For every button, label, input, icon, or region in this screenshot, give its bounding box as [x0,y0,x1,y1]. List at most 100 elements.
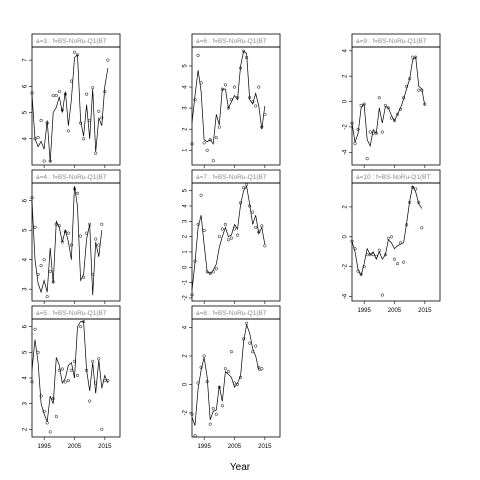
strip-label: a=9 : f=BS-NoRu-Q1(BT [356,38,427,45]
data-point [362,265,366,269]
y-tick-label: 2 [183,354,189,358]
strip-label: a=8 : f=BS-NoRu-Q1(BT [196,310,267,317]
panel-3: a=9 : f=BS-NoRu-Q1(BT -4 -2 0 2 4 [343,33,441,168]
data-point [36,135,40,140]
data-point [57,368,61,372]
panel-7: a=5 : f=BS-NoRu-Q1(BT 2 3 4 5 6 1995 2005 2015 [23,305,121,450]
data-point [33,225,37,229]
data-point [63,230,67,234]
data-point [66,379,70,383]
data-point [72,187,77,191]
data-point [82,275,86,279]
y-tick-label: 6 [23,324,29,328]
data-point [208,422,212,426]
data-point [45,295,49,299]
y-tick-label: 6 [23,84,29,88]
series-line [191,323,262,426]
y-tick-label: 7 [23,58,29,62]
data-point [365,157,369,161]
series-line [31,321,109,422]
data-point [60,108,64,112]
series-line [191,50,266,145]
y-tick-label: 0 [343,234,349,238]
series-line [351,56,426,148]
data-point [48,269,52,274]
x-tick-label: 2015 [418,308,432,314]
data-point [205,148,209,152]
panel-frame [191,182,281,302]
x-tick-label: 2005 [68,444,82,450]
data-point [353,247,357,251]
data-point [202,141,206,145]
data-point [36,272,40,277]
data-point [60,240,64,244]
data-point [257,85,261,89]
data-point [257,230,261,234]
data-point [377,248,381,252]
data-point [66,129,70,133]
panel-8: a=8 : f=BS-NoRu-Q1(BT -2 0 2 4 1995 2005 2015 [183,305,281,450]
data-point [232,227,237,231]
panel-frame [31,182,121,302]
data-point [423,102,427,106]
y-tick-label: 5 [23,228,29,232]
data-point [106,58,110,62]
y-tick-label: 2 [343,74,349,78]
data-point [223,83,227,87]
panel-frame [31,46,121,166]
x-tick-label: 1995 [357,308,371,314]
data-point [97,357,101,361]
data-point [91,86,95,90]
y-tick-label: -2 [343,263,349,269]
data-point [60,367,64,371]
data-point [229,350,233,354]
series-line [31,54,109,163]
data-point [205,270,209,274]
data-point [72,50,77,54]
data-point [199,365,203,369]
data-point [88,222,92,226]
data-point [36,350,40,354]
data-point [82,320,86,324]
y-tick-label: 3 [183,219,189,223]
x-tick-label: 2015 [258,444,272,450]
data-point [220,227,224,231]
data-point [97,243,101,247]
data-point [245,55,249,60]
data-point [254,104,258,108]
data-point [254,344,258,348]
data-point [263,244,267,248]
data-point [57,90,61,94]
data-point [389,235,393,239]
data-point [100,222,104,226]
data-point [395,262,400,266]
data-point [91,359,95,363]
data-point [408,200,412,204]
x-tick-label: 2015 [98,444,112,450]
data-point [217,235,221,239]
data-point [103,90,107,94]
y-tick-label: 2 [343,205,349,209]
data-point [66,231,70,235]
data-point [229,98,233,102]
data-point [42,159,46,163]
data-point [39,118,43,122]
data-point [75,53,80,57]
data-point [85,368,89,372]
x-tick-label: 2005 [388,308,402,314]
panel-2: a=6 : f=BS-NoRu-Q1(BT 1 2 3 4 5 [183,33,281,168]
x-axis-label: Year [230,462,251,473]
strip-label: a=4 : f=BS-NoRu-Q1(BT [36,174,107,181]
data-point [211,270,215,274]
data-point [245,182,249,187]
data-point [371,131,375,135]
y-tick-label: 6 [23,198,29,202]
data-point [417,200,421,204]
data-point [45,121,49,125]
y-tick-label: -2 [343,124,349,130]
data-point [94,237,98,241]
data-point [411,185,415,190]
data-point [51,396,55,401]
data-point [33,137,37,141]
y-tick-label: 5 [23,350,29,354]
